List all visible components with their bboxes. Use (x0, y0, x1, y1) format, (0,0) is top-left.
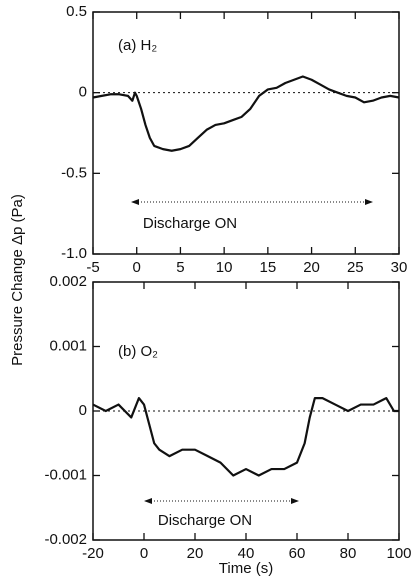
x-tick-label: -5 (86, 259, 99, 276)
x-tick-label: 0 (140, 545, 148, 562)
y-tick-label: -0.5 (61, 164, 87, 181)
x-tick-label: 80 (340, 545, 357, 562)
x-tick-label: 30 (391, 259, 408, 276)
y-tick-label: -0.001 (44, 466, 87, 483)
y-tick-label: 0 (79, 402, 87, 419)
x-tick-label: 5 (176, 259, 184, 276)
x-tick-label: 100 (386, 545, 411, 562)
x-tick-label: 0 (133, 259, 141, 276)
x-tick-label: 25 (347, 259, 364, 276)
y-tick-label: 0.002 (49, 273, 87, 290)
y-tick-label: -1.0 (61, 245, 87, 262)
x-axis-label: Time (s) (219, 560, 273, 577)
y-tick-label: 0.001 (49, 337, 87, 354)
data-line (92, 75, 400, 152)
x-tick-label: 10 (216, 259, 233, 276)
x-tick-label: 15 (260, 259, 277, 276)
x-tick-label: 40 (238, 545, 255, 562)
x-tick-label: -20 (82, 545, 104, 562)
data-line (92, 397, 399, 477)
y-tick-label: 0 (79, 84, 87, 101)
y-tick-label: -0.002 (44, 531, 87, 548)
x-tick-label: 20 (303, 259, 320, 276)
plot-frame (92, 11, 400, 255)
panel-label: (b) O₂ (118, 343, 158, 360)
panel-label: (a) H₂ (118, 37, 157, 54)
x-tick-label: 20 (187, 545, 204, 562)
annotation: Discharge ON (143, 215, 237, 232)
annotation: Discharge ON (158, 512, 252, 529)
y-tick-label: 0.5 (66, 3, 87, 20)
x-tick-label: 60 (289, 545, 306, 562)
y-axis-label: Pressure Change Δp (Pa) (9, 194, 26, 366)
